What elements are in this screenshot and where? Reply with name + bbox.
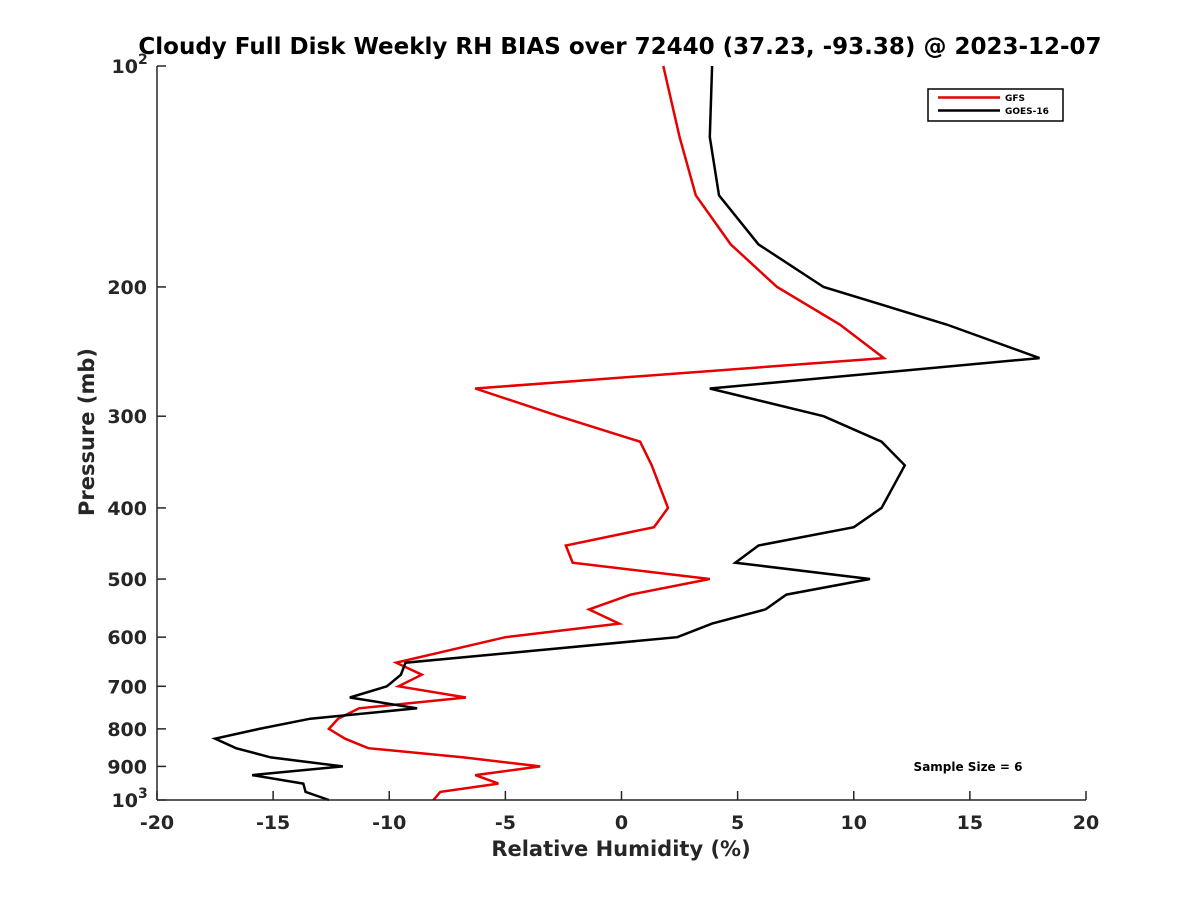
y-tick-exponent: 3 <box>138 786 148 802</box>
legend-box <box>927 88 1064 122</box>
sample-size-annotation: Sample Size = 6 <box>914 760 1023 774</box>
legend: GFS GOES-16 <box>927 88 1064 122</box>
x-tick-label: 10 <box>841 812 867 834</box>
y-tick-label: 800 <box>107 719 147 741</box>
y-tick-label: 10 <box>112 56 138 78</box>
y-tick-label: 600 <box>107 627 147 649</box>
x-tick-label: -10 <box>372 812 406 834</box>
x-tick-label: 20 <box>1073 812 1099 834</box>
y-tick-label: 500 <box>107 569 147 591</box>
chart-title: Cloudy Full Disk Weekly RH BIAS over 724… <box>138 34 1101 60</box>
x-tick-label: -20 <box>140 812 174 834</box>
y-tick-label: 900 <box>107 756 147 778</box>
x-tick-label: 15 <box>957 812 983 834</box>
series-layer <box>211 65 1040 802</box>
y-axis-label: Pressure (mb) <box>75 348 99 516</box>
y-tick-label: 200 <box>107 277 147 299</box>
x-tick-label: -5 <box>495 812 516 834</box>
series-line-gfs <box>326 65 888 801</box>
y-tick-label: 700 <box>107 676 147 698</box>
legend-label-gfs: GFS <box>1005 94 1025 104</box>
x-tick-label: 0 <box>615 812 628 834</box>
x-tick-label: 5 <box>731 812 744 834</box>
legend-label-goes16: GOES-16 <box>1005 107 1049 117</box>
y-tick-label: 300 <box>107 406 147 428</box>
x-axis-label: Relative Humidity (%) <box>491 837 750 861</box>
series-line-goes16 <box>211 65 1040 802</box>
y-tick-label: 10 <box>112 790 138 812</box>
y-tick-label: 400 <box>107 498 147 520</box>
y-tick-exponent: 2 <box>138 52 148 68</box>
x-tick-label: -15 <box>256 812 290 834</box>
